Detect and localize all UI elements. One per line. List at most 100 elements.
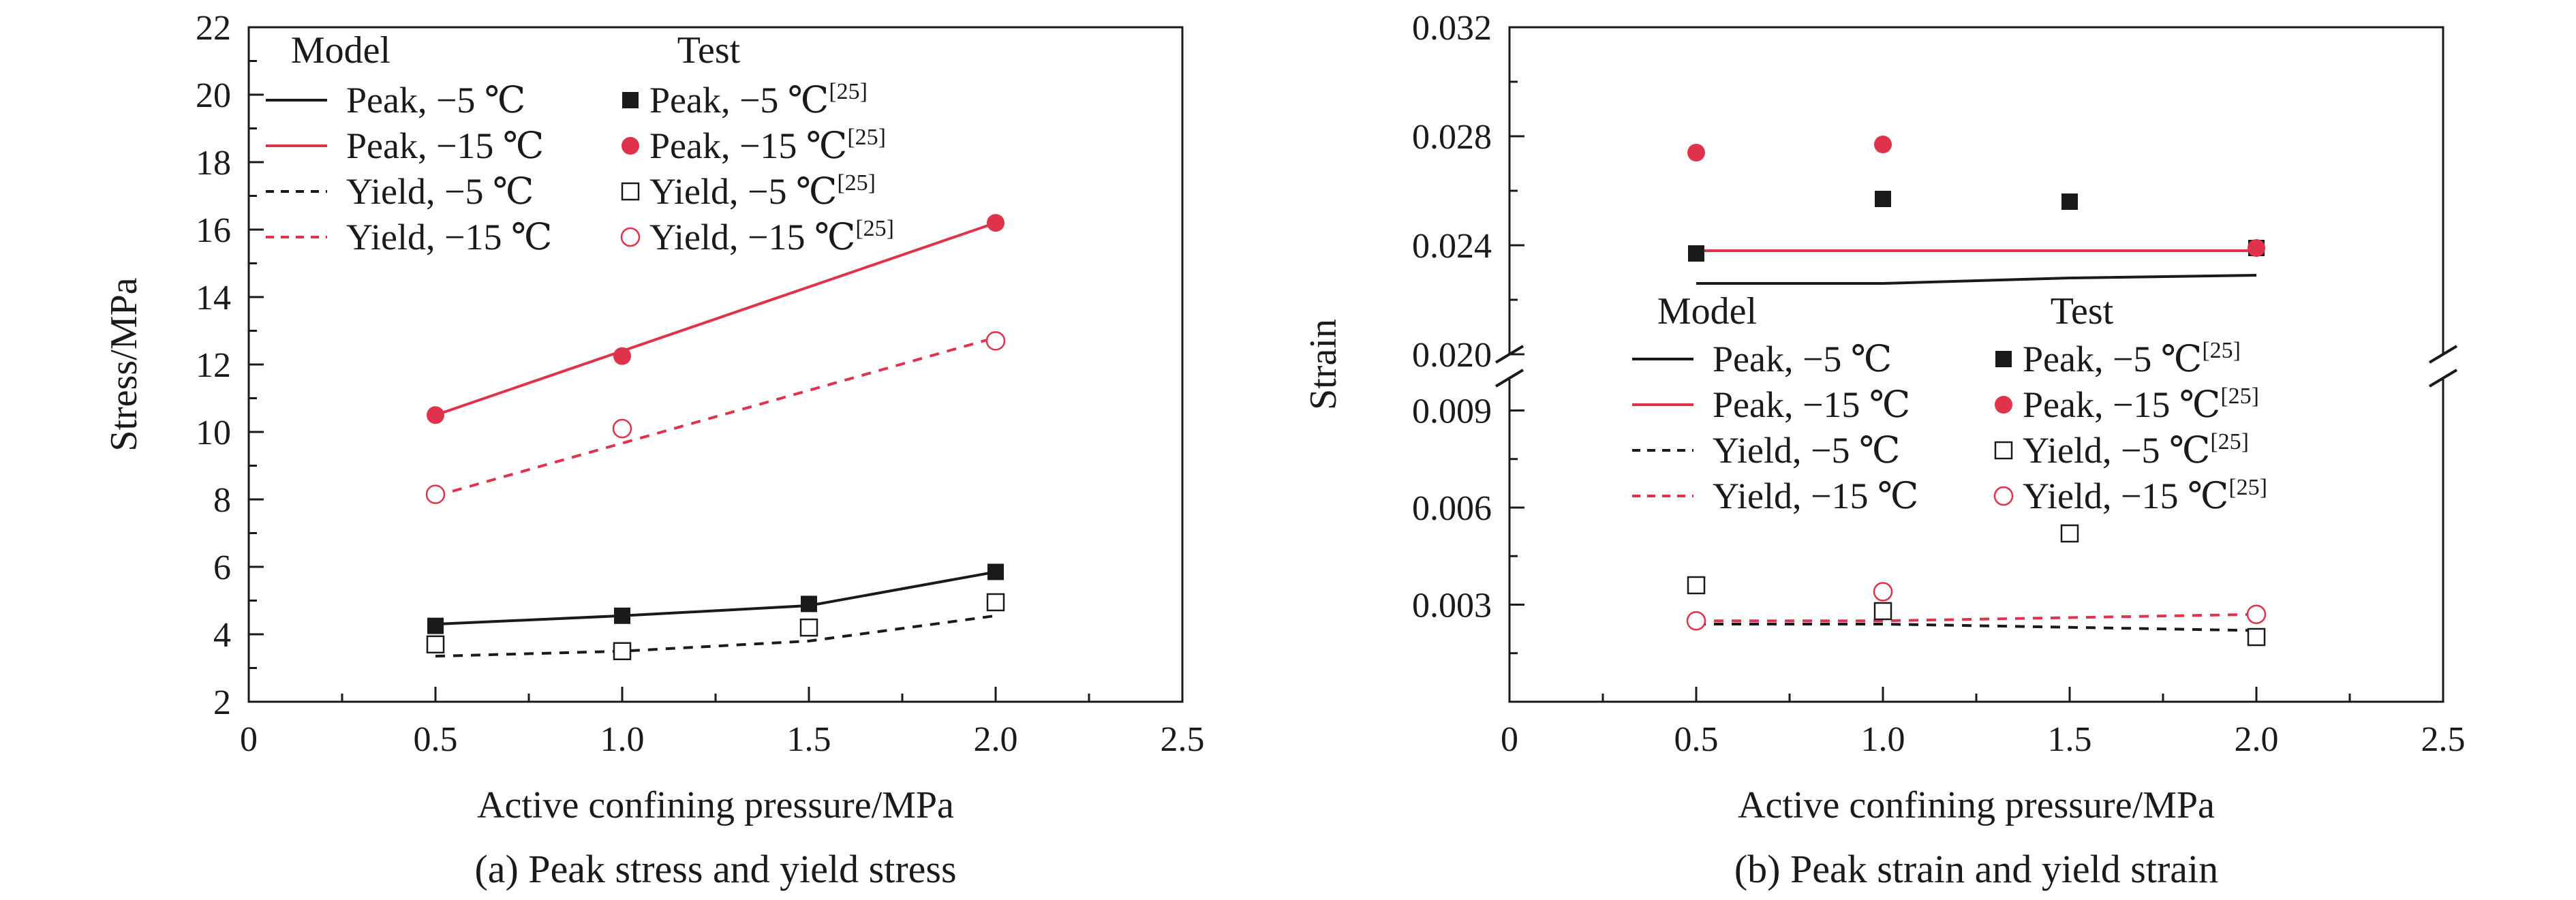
x-tick-label: 1.0 xyxy=(1861,720,1905,759)
test-point-yield-neg5 xyxy=(2060,524,2079,543)
legend-ref: [25] xyxy=(2220,384,2259,409)
test-point-peak-neg15 xyxy=(2248,239,2265,257)
x-tick-label: 1.0 xyxy=(600,720,645,759)
model-line-yield-neg5 xyxy=(1696,623,2257,632)
y-tick-label: 8 xyxy=(213,481,231,520)
legend-ref: [25] xyxy=(2228,475,2267,500)
test-point-yield-neg5 xyxy=(613,642,632,660)
model-line-peak-neg5 xyxy=(1696,274,2257,285)
test-point-yield-neg5 xyxy=(2247,627,2266,647)
chart-peak-yield-stress: 2 4 6 8 10 12 14 16 18 20 22 0 0.5 1.0 1.5 2.0 2.5 Active… xyxy=(103,9,1205,891)
y-tick-label: 0.032 xyxy=(1412,9,1492,48)
legend-label-test-yield-neg15: Yield, −15 ℃[25] xyxy=(649,216,894,258)
y-tick-label: 6 xyxy=(213,548,231,587)
x-axis-title: Active confining pressure/MPa xyxy=(1738,784,2215,826)
y-tick-label: 0.024 xyxy=(1412,227,1492,266)
legend-label-test-peak-neg15: Peak, −15 ℃[25] xyxy=(649,125,886,166)
legend-label-test-peak-neg5: Peak, −5 ℃[25] xyxy=(649,79,868,121)
x-axis-title: Active confining pressure/MPa xyxy=(477,784,954,826)
legend-header-model: Model xyxy=(1657,290,1757,332)
x-tick-label: 0 xyxy=(1501,720,1518,759)
y-tick-label: 22 xyxy=(196,9,231,48)
legend-marker-yield-neg15 xyxy=(620,227,641,247)
legend-label-model-yield-neg5: Yield, −5 ℃ xyxy=(1713,430,1900,471)
test-point-yield-neg15 xyxy=(985,331,1006,351)
test-point-yield-neg15 xyxy=(1686,611,1706,631)
y-axis-title: Stress/MPa xyxy=(103,277,145,451)
y-tick-label: 0.006 xyxy=(1412,489,1492,528)
test-point-peak-neg5 xyxy=(1688,245,1704,262)
model-line-yield-neg15 xyxy=(1696,612,2257,623)
test-point-peak-neg5 xyxy=(801,595,817,612)
y-tick-label: 0.009 xyxy=(1412,392,1492,431)
test-point-peak-neg5 xyxy=(987,563,1004,580)
model-line-yield-neg5 xyxy=(435,614,996,658)
y-tick-label: 18 xyxy=(196,144,231,183)
x-tick-label: 2.5 xyxy=(2421,720,2466,759)
legend-ref: [25] xyxy=(2202,338,2241,363)
x-tick-label: 2.0 xyxy=(2235,720,2279,759)
test-point-yield-neg15 xyxy=(2246,604,2267,624)
test-point-yield-neg5 xyxy=(1873,602,1892,621)
legend-label-model-yield-neg15: Yield, −15 ℃ xyxy=(346,217,552,258)
x-tick-label: 1.5 xyxy=(2048,720,2092,759)
model-line-yield-neg15 xyxy=(435,336,996,497)
legend-label-model-peak-neg15: Peak, −15 ℃ xyxy=(346,125,544,166)
y-tick-label: 20 xyxy=(196,76,231,115)
chart-caption: (b) Peak strain and yield strain xyxy=(1734,847,2218,891)
y-tick-label: 4 xyxy=(213,616,231,655)
test-point-peak-neg15 xyxy=(613,347,631,365)
x-tick-label: 0 xyxy=(240,720,258,759)
test-point-peak-neg15 xyxy=(427,406,444,424)
test-point-yield-neg15 xyxy=(612,418,632,439)
x-tick-label: 0.5 xyxy=(414,720,458,759)
legend-label-test-yield-neg5: Yield, −5 ℃[25] xyxy=(649,170,876,212)
legend-marker-yield-neg15 xyxy=(1993,486,2014,506)
y-tick-label: 16 xyxy=(196,211,231,250)
legend-marker-yield-neg5 xyxy=(1994,441,2013,460)
test-point-peak-neg15 xyxy=(1687,144,1705,161)
test-point-yield-neg5 xyxy=(426,635,445,654)
model-line-peak-neg5 xyxy=(435,570,996,626)
test-point-yield-neg5 xyxy=(1687,576,1706,595)
test-point-peak-neg5 xyxy=(1875,191,1891,207)
legend-ref: [25] xyxy=(829,79,868,104)
chart-caption: (a) Peak stress and yield stress xyxy=(474,847,956,891)
test-point-yield-neg15 xyxy=(425,484,446,504)
legend-label-test-peak-neg5: Peak, −5 ℃[25] xyxy=(2023,338,2241,379)
legend-label-model-peak-neg5: Peak, −5 ℃ xyxy=(346,80,525,121)
legend-marker-peak-neg15 xyxy=(622,137,639,155)
legend-label-test-peak-neg15: Peak, −15 ℃[25] xyxy=(2023,384,2259,425)
y-tick-label: 0.028 xyxy=(1412,118,1492,157)
legend-header-test: Test xyxy=(677,29,741,72)
y-tick-label: 14 xyxy=(196,279,231,317)
legend-marker-peak-neg15 xyxy=(1995,396,2012,414)
y-axis-title: Strain xyxy=(1302,319,1345,410)
test-point-peak-neg15 xyxy=(987,214,1005,232)
y-tick-label: 10 xyxy=(196,414,231,452)
legend-label-model-yield-neg5: Yield, −5 ℃ xyxy=(346,171,534,212)
axis-break-mark xyxy=(2428,345,2458,364)
test-point-yield-neg15 xyxy=(1873,582,1893,602)
test-point-yield-neg5 xyxy=(799,618,818,637)
legend-label-model-peak-neg15: Peak, −15 ℃ xyxy=(1713,384,1910,425)
axis-break-mark xyxy=(1494,369,1524,388)
chart-peak-yield-strain: 0.020 0.024 0.028 0.032 0.003 0.006 0.009 0 0.5 1… xyxy=(1302,9,2466,891)
test-point-peak-neg15 xyxy=(1874,136,1892,153)
y-tick-label: 0.020 xyxy=(1412,336,1492,375)
y-tick-label: 0.003 xyxy=(1412,587,1492,625)
legend-ref: [25] xyxy=(855,216,894,241)
test-point-peak-neg5 xyxy=(614,607,630,624)
model-line-peak-neg15 xyxy=(435,221,996,417)
y-tick-label: 12 xyxy=(196,346,231,385)
legend-label-model-peak-neg5: Peak, −5 ℃ xyxy=(1713,339,1892,379)
axis-break-mark xyxy=(2428,369,2458,388)
x-tick-label: 2.0 xyxy=(974,720,1018,759)
x-tick-label: 1.5 xyxy=(787,720,831,759)
legend-ref: [25] xyxy=(847,125,886,150)
x-tick-label: 0.5 xyxy=(1674,720,1719,759)
y-tick-label: 2 xyxy=(213,683,231,722)
test-point-peak-neg5 xyxy=(427,617,444,634)
plot-frame-lower xyxy=(1508,378,2444,703)
legend-ref: [25] xyxy=(837,170,876,196)
